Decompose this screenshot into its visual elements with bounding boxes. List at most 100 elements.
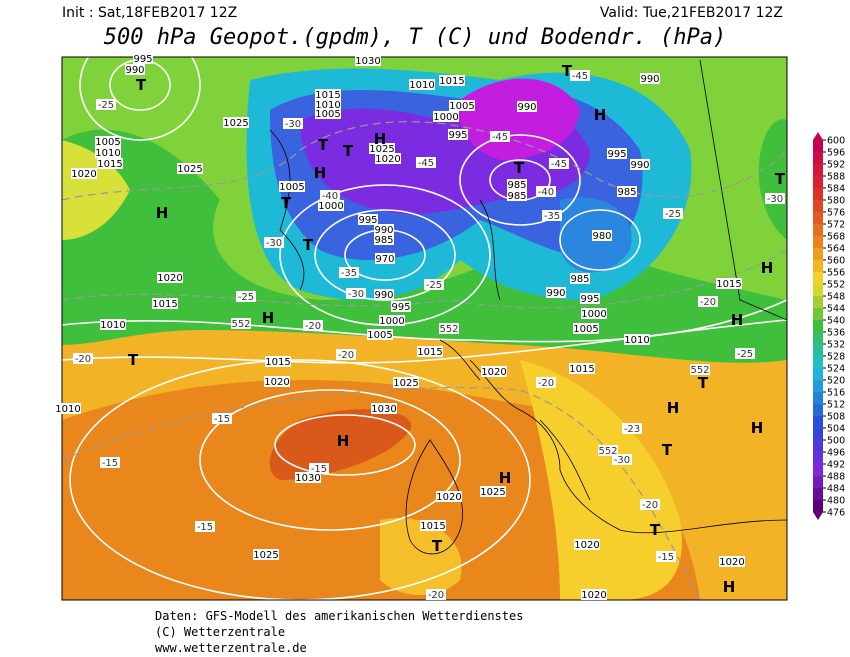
label-bg bbox=[97, 158, 123, 169]
website: www.wetterzentrale.de bbox=[155, 641, 307, 655]
isobar-label: 1030 bbox=[295, 473, 320, 484]
isobar-label: 1020 bbox=[481, 367, 506, 378]
temperature-label: -20 bbox=[700, 297, 716, 308]
temperature-label: -20 bbox=[305, 321, 321, 332]
temperature-label: 552 bbox=[231, 319, 250, 330]
label-bg bbox=[536, 186, 556, 197]
label-bg bbox=[367, 329, 393, 340]
temperature-label: -30 bbox=[266, 238, 282, 249]
colorbar-label: 564 bbox=[827, 244, 845, 255]
label-bg bbox=[663, 208, 683, 219]
isobar-label: 995 bbox=[607, 149, 626, 160]
label-bg bbox=[580, 293, 600, 304]
colorbar-label: 568 bbox=[827, 232, 845, 243]
temperature-label: -45 bbox=[551, 159, 567, 170]
isobar-label: 1020 bbox=[574, 540, 599, 551]
label-bg bbox=[265, 356, 291, 367]
colorbar-label: 556 bbox=[827, 268, 845, 279]
temperature-label: -15 bbox=[197, 522, 213, 533]
map-title: 500 hPa Geopot.(gpdm), T (C) und Bodendr… bbox=[104, 25, 727, 50]
pressure-center: T bbox=[343, 142, 354, 160]
label-bg bbox=[374, 234, 394, 245]
label-bg bbox=[517, 101, 537, 112]
label-bg bbox=[393, 377, 419, 388]
colorbar-label: 540 bbox=[827, 316, 845, 327]
isobar-label: 1025 bbox=[253, 550, 278, 561]
label-bg bbox=[355, 55, 381, 66]
pressure-center: H bbox=[667, 399, 680, 417]
isobar-label: 1005 bbox=[279, 182, 304, 193]
pressure-center: H bbox=[731, 311, 744, 329]
colorbar-segment bbox=[813, 332, 823, 345]
colorbar-segment bbox=[813, 248, 823, 261]
colorbar-label: 528 bbox=[827, 352, 845, 363]
colorbar-label: 552 bbox=[827, 280, 845, 291]
label-bg bbox=[295, 472, 321, 483]
label-bg bbox=[309, 463, 329, 474]
pressure-center: H bbox=[262, 309, 275, 327]
isobar-label: 995 bbox=[391, 302, 410, 313]
temperature-label: -45 bbox=[418, 158, 434, 169]
pressure-center: T bbox=[281, 194, 292, 212]
label-bg bbox=[449, 100, 475, 111]
label-bg bbox=[480, 486, 506, 497]
isobar-label: 1005 bbox=[367, 330, 392, 341]
label-bg bbox=[439, 75, 465, 86]
isobar-label: 1010 bbox=[100, 320, 125, 331]
colorbar-label: 480 bbox=[827, 496, 845, 507]
isobar-label: 1015 bbox=[417, 347, 442, 358]
colorbar-segment bbox=[813, 428, 823, 441]
colorbar-label: 600 bbox=[827, 136, 845, 147]
colorbar-label: 504 bbox=[827, 424, 845, 435]
isobar-label: 1030 bbox=[371, 404, 396, 415]
pressure-center: H bbox=[723, 578, 736, 596]
isobar-label: 1010 bbox=[315, 100, 340, 111]
label-bg bbox=[716, 278, 742, 289]
colorbar-label: 588 bbox=[827, 172, 845, 183]
label-bg bbox=[223, 117, 249, 128]
label-bg bbox=[436, 491, 462, 502]
pressure-center: T bbox=[432, 537, 443, 555]
isobar-label: 995 bbox=[133, 54, 152, 65]
label-bg bbox=[546, 287, 566, 298]
colorbar: 6005965925885845805765725685645605565525… bbox=[813, 132, 845, 520]
label-bg bbox=[581, 589, 607, 600]
colorbar-label: 592 bbox=[827, 160, 845, 171]
label-bg bbox=[624, 334, 650, 345]
label-bg bbox=[157, 272, 183, 283]
label-bg bbox=[622, 423, 642, 434]
isobar-label: 990 bbox=[125, 65, 144, 76]
isobar-label: 1020 bbox=[581, 590, 606, 601]
colorbar-cap bbox=[813, 132, 823, 140]
label-bg bbox=[100, 457, 120, 468]
colorbar-label: 572 bbox=[827, 220, 845, 231]
isobar-label: 970 bbox=[375, 254, 394, 265]
isobar-label: 1015 bbox=[569, 364, 594, 375]
colorbar-label: 548 bbox=[827, 292, 845, 303]
isobar-label: 1000 bbox=[318, 201, 343, 212]
colorbar-label: 484 bbox=[827, 484, 845, 495]
label-bg bbox=[542, 210, 562, 221]
isobar-label: 1005 bbox=[449, 101, 474, 112]
label-bg bbox=[125, 64, 145, 75]
colorbar-segment bbox=[813, 164, 823, 177]
label-bg bbox=[574, 539, 600, 550]
isobar-label: 1005 bbox=[95, 137, 120, 148]
label-bg bbox=[315, 108, 341, 119]
temperature-label: -35 bbox=[341, 268, 357, 279]
label-bg bbox=[598, 445, 618, 456]
colorbar-segment bbox=[813, 404, 823, 417]
label-bg bbox=[374, 289, 394, 300]
label-bg bbox=[71, 168, 97, 179]
coastlines bbox=[269, 59, 787, 555]
colorbar-segment bbox=[813, 260, 823, 273]
label-bg bbox=[55, 403, 81, 414]
colorbar-label: 520 bbox=[827, 376, 845, 387]
label-bg bbox=[96, 99, 116, 110]
pressure-center: H bbox=[751, 419, 764, 437]
colorbar-label: 488 bbox=[827, 472, 845, 483]
colorbar-segment bbox=[813, 308, 823, 321]
label-bg bbox=[73, 353, 93, 364]
